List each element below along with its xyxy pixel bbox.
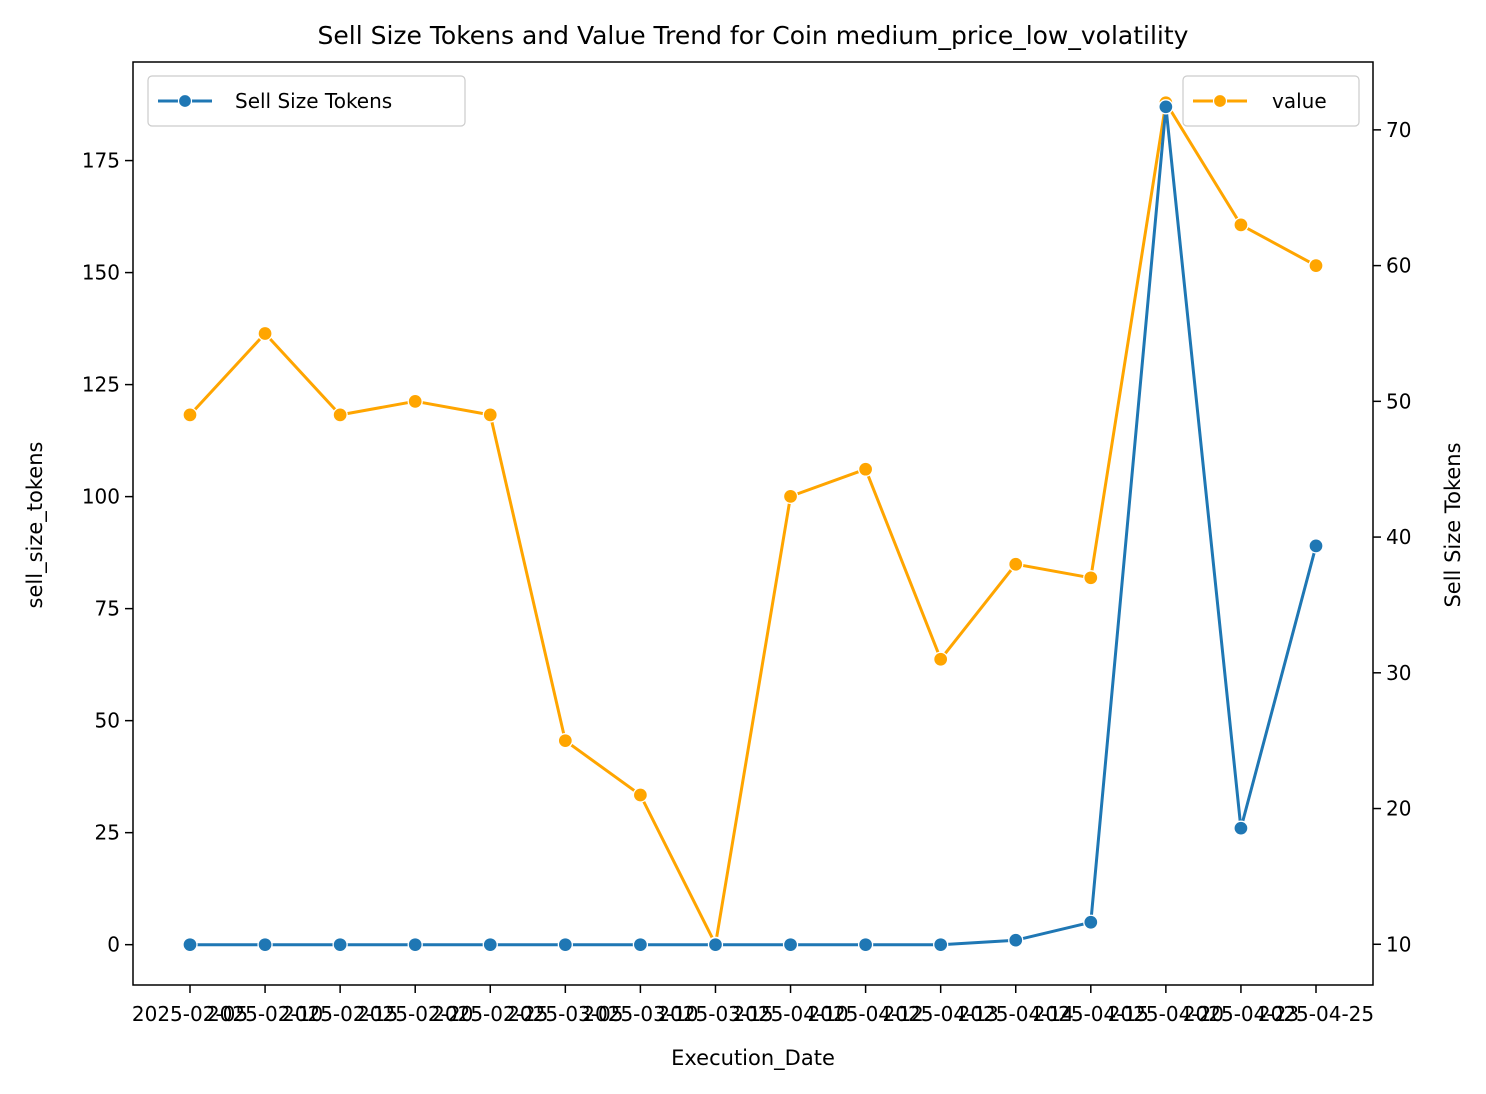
data-point-value bbox=[182, 407, 198, 423]
y-left-tick-label: 150 bbox=[82, 261, 120, 285]
data-point-value bbox=[857, 461, 874, 477]
data-point-sell-size-tokens bbox=[1083, 914, 1099, 930]
y-right-tick-label: 20 bbox=[1386, 797, 1411, 821]
axes-layer: 0 25 50 75 100 125 150 175 10 20 30 40 50 60 70 2025-02… bbox=[82, 118, 1412, 1026]
data-point-value bbox=[933, 651, 949, 667]
series-line-sell-size-tokens bbox=[190, 105, 1318, 947]
data-point-value bbox=[407, 393, 423, 409]
data-point-sell-size-tokens bbox=[407, 937, 423, 953]
y-left-tick-label: 75 bbox=[95, 597, 120, 621]
y-left-tick-label: 0 bbox=[107, 933, 120, 957]
y-right-tick-label: 70 bbox=[1386, 118, 1411, 142]
data-point-value bbox=[1008, 556, 1024, 572]
y-axis-label-right: Sell Size Tokens bbox=[1441, 442, 1465, 607]
plot-frame bbox=[132, 61, 1374, 986]
y-left-tick-label: 50 bbox=[95, 709, 120, 733]
data-point-sell-size-tokens bbox=[182, 937, 198, 953]
legend-right-box bbox=[1182, 75, 1360, 127]
y-left-tick-label: 100 bbox=[82, 485, 120, 509]
data-point-sell-size-tokens bbox=[707, 937, 724, 953]
x-tick-label: 2025-02-15 bbox=[282, 1002, 398, 1026]
y-axis-label-left: sell_size_tokens bbox=[23, 442, 48, 609]
y-right-tick-label: 50 bbox=[1386, 389, 1411, 413]
data-point-value bbox=[482, 407, 498, 423]
data-point-value bbox=[1083, 570, 1099, 586]
x-tick-label: 2025-04-14 bbox=[958, 1002, 1074, 1026]
data-point-sell-size-tokens bbox=[1308, 538, 1324, 554]
legend-left-box bbox=[147, 75, 466, 127]
data-point-sell-size-tokens bbox=[557, 937, 573, 953]
legend-right-label: value bbox=[1272, 89, 1327, 113]
data-point-sell-size-tokens bbox=[1158, 99, 1174, 115]
x-tick-label: 2025-04-12 bbox=[807, 1002, 923, 1026]
x-tick-label: 2025-04-13 bbox=[883, 1002, 999, 1026]
legend-left-marker-swatch bbox=[177, 93, 193, 109]
x-tick-label: 2025-03-10 bbox=[582, 1002, 698, 1026]
x-tick-label: 2025-02-05 bbox=[132, 1002, 248, 1026]
x-tick-label: 2025-02-20 bbox=[357, 1002, 473, 1026]
data-point-value bbox=[1308, 257, 1324, 274]
legend-left-label: Sell Size Tokens bbox=[235, 89, 392, 113]
x-tick-label: 2025-04-20 bbox=[1108, 1002, 1224, 1026]
y-left-tick-label: 125 bbox=[82, 373, 120, 397]
data-point-value bbox=[1233, 217, 1249, 233]
y-left-tick-label: 25 bbox=[95, 821, 120, 845]
data-point-sell-size-tokens bbox=[1233, 820, 1249, 836]
data-point-sell-size-tokens bbox=[1008, 932, 1024, 948]
x-tick-label: 2025-04-10 bbox=[732, 1002, 848, 1026]
x-tick-label: 2025-04-25 bbox=[1258, 1002, 1374, 1026]
data-point-sell-size-tokens bbox=[482, 937, 498, 953]
series-layer bbox=[182, 95, 1324, 953]
legend-right: value bbox=[1182, 75, 1360, 127]
data-point-value bbox=[632, 787, 649, 803]
x-tick-label: 2025-02-25 bbox=[432, 1002, 548, 1026]
data-point-value bbox=[557, 733, 573, 749]
y-left-tick-label: 175 bbox=[82, 149, 120, 173]
x-tick-label: 2025-03-05 bbox=[507, 1002, 623, 1026]
y-right-tick-label: 40 bbox=[1386, 525, 1411, 549]
data-point-sell-size-tokens bbox=[257, 937, 273, 953]
x-tick-label: 2025-04-23 bbox=[1183, 1002, 1299, 1026]
data-point-sell-size-tokens bbox=[857, 937, 874, 953]
data-point-sell-size-tokens bbox=[332, 937, 348, 953]
legend-right-marker-swatch bbox=[1212, 93, 1228, 109]
chart-title: Sell Size Tokens and Value Trend for Coi… bbox=[318, 21, 1189, 50]
data-point-sell-size-tokens bbox=[933, 937, 949, 953]
y-right-tick-label: 10 bbox=[1386, 932, 1411, 956]
x-tick-label: 2025-04-15 bbox=[1033, 1002, 1149, 1026]
y-right-tick-label: 30 bbox=[1386, 661, 1411, 685]
x-axis-label: Execution_Date bbox=[671, 1046, 835, 1071]
data-point-value bbox=[782, 488, 799, 505]
x-tick-label: 2025-02-10 bbox=[207, 1002, 323, 1026]
series-line-value bbox=[188, 101, 1317, 946]
data-point-value bbox=[257, 325, 273, 342]
x-tick-label: 2025-03-15 bbox=[657, 1002, 773, 1026]
data-point-sell-size-tokens bbox=[782, 937, 799, 953]
data-point-sell-size-tokens bbox=[632, 937, 649, 953]
data-point-value bbox=[332, 407, 348, 423]
y-right-tick-label: 60 bbox=[1386, 254, 1411, 278]
legend-left: Sell Size Tokens bbox=[147, 75, 466, 127]
